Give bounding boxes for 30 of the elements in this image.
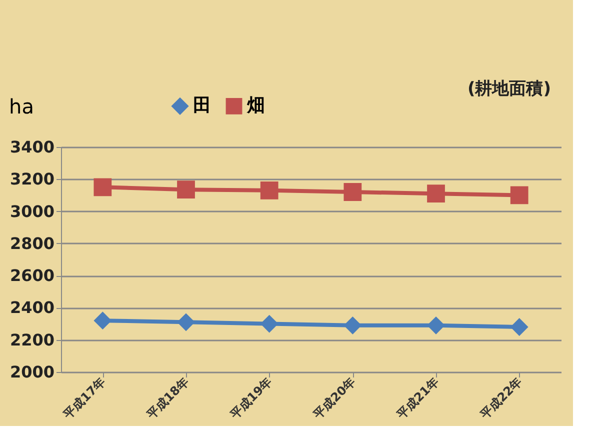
point [510,186,528,204]
x-tick-label: 平成18年 [144,374,192,422]
point [94,178,112,196]
point [260,181,278,200]
y-tick-label: 3400 [10,138,54,156]
point [427,316,445,334]
y-tick-label: 2400 [10,298,54,318]
y-tick-label: 2000 [10,362,54,382]
x-tick-label: 平成17年 [60,374,108,422]
x-tick-label: 平成22年 [476,374,525,422]
y-tick-label: 2200 [10,330,54,350]
y-tick-label: 3000 [10,202,54,221]
point [94,312,112,330]
point [344,316,362,334]
y-tick-label: 2800 [10,234,54,253]
point [344,183,362,201]
point [510,318,528,336]
y-tick-label: 2600 [10,266,54,286]
point [260,314,278,333]
y-axis-title: ha [9,94,34,118]
legend-label: 田 [193,95,211,116]
y-tick-label: 3200 [10,170,54,189]
point [427,184,445,203]
x-tick-label: 平成20年 [310,374,358,422]
point [177,180,195,199]
text: (耕地面積) [467,79,551,99]
legend-label: 畑 [246,95,265,116]
x-tick-label: 平成19年 [226,374,275,422]
x-tick-label: 平成21年 [394,374,442,422]
point [177,313,195,332]
